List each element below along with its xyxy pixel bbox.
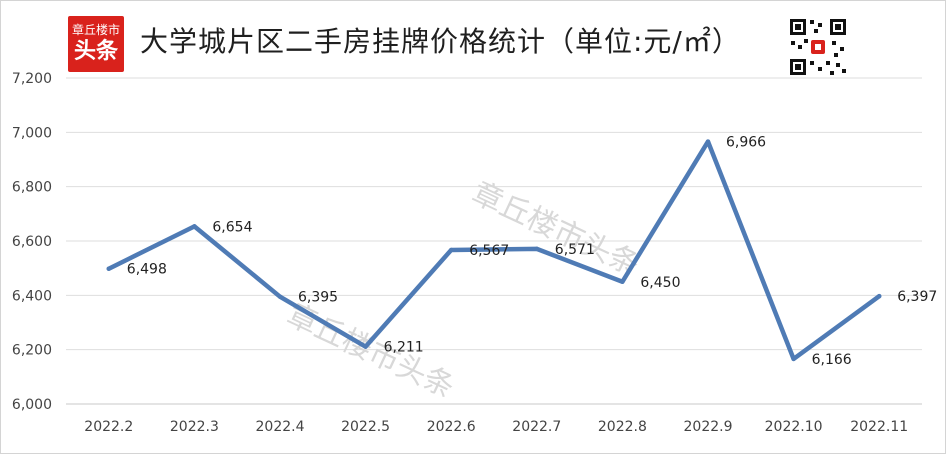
data-label: 6,395 — [298, 290, 338, 306]
watermark-text-1: 章丘楼市头条 — [467, 176, 645, 284]
series-line — [106, 139, 882, 362]
brand-logo-line2: 头条 — [73, 39, 118, 64]
y-tick-label: 6,200 — [12, 343, 52, 359]
chart-title: 大学城片区二手房挂牌价格统计（单位:元/㎡） — [140, 25, 741, 58]
data-label: 6,397 — [897, 289, 937, 305]
data-point — [705, 139, 711, 144]
x-tick-label: 2022.8 — [598, 419, 647, 435]
data-point — [877, 293, 882, 299]
data-point — [192, 224, 197, 229]
data-label: 6,166 — [812, 352, 852, 368]
qr-code-icon — [788, 17, 848, 77]
data-label: 6,567 — [469, 243, 509, 259]
data-label: 6,966 — [726, 135, 766, 151]
y-tick-label: 7,000 — [12, 125, 52, 141]
y-tick-label: 6,400 — [12, 288, 52, 304]
data-label: 6,211 — [384, 340, 424, 356]
x-tick-label: 2022.4 — [256, 419, 305, 435]
data-labels: 6,498 6,654 6,395 6,211 6,567 6,571 6,450 6,966… — [127, 135, 937, 368]
series-polyline — [106, 139, 882, 362]
brand-logo-line1: 章丘楼市 — [71, 23, 120, 37]
x-tick-label: 2022.11 — [850, 419, 908, 435]
brand-logo: 章丘楼市 头条 — [68, 16, 124, 72]
x-axis: 2022.2 2022.3 2022.4 2022.5 2022.6 2022.7 2022… — [84, 419, 908, 435]
data-point — [534, 246, 539, 252]
y-axis: 6,000 6,200 6,400 6,600 6,800 7,000 7,200 — [12, 71, 52, 413]
x-tick-label: 2022.9 — [684, 419, 733, 435]
x-tick-label: 2022.7 — [512, 419, 561, 435]
x-tick-label: 2022.2 — [84, 419, 133, 435]
data-label: 6,498 — [127, 262, 167, 278]
y-tick-label: 7,200 — [12, 71, 52, 87]
x-tick-label: 2022.6 — [427, 419, 476, 435]
y-tick-label: 6,000 — [12, 397, 52, 413]
data-point — [620, 279, 625, 284]
y-tick-label: 6,800 — [12, 180, 52, 196]
x-tick-label: 2022.5 — [341, 419, 390, 435]
data-point — [791, 356, 796, 362]
data-point — [106, 266, 112, 271]
x-tick-label: 2022.10 — [765, 419, 823, 435]
data-point — [363, 344, 368, 349]
data-label: 6,571 — [555, 242, 595, 258]
data-point — [449, 247, 454, 253]
gridlines — [66, 77, 922, 405]
data-label: 6,450 — [640, 275, 680, 291]
data-label: 6,654 — [212, 219, 252, 235]
x-tick-label: 2022.3 — [170, 419, 219, 435]
y-tick-label: 6,600 — [12, 234, 52, 250]
data-point — [277, 294, 283, 299]
